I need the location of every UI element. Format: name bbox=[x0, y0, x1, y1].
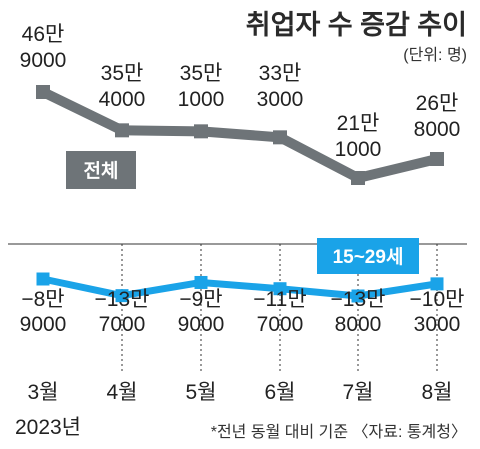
x-tick-label-1: 4월 bbox=[107, 381, 138, 404]
data-label-0-5-0: 26만 bbox=[416, 92, 459, 115]
x-tick-label-5: 8월 bbox=[422, 381, 453, 404]
data-label-1-3-1: 7000 bbox=[257, 313, 304, 336]
data-point-0-1 bbox=[115, 123, 129, 138]
data-label-1-3-0: −11만 bbox=[253, 288, 306, 311]
data-point-1-5 bbox=[430, 277, 444, 291]
series-line-1 bbox=[42, 275, 438, 300]
data-point-1-4 bbox=[351, 289, 365, 303]
data-label-1-5-1: 3000 bbox=[414, 313, 461, 336]
data-label-1-0-1: 9000 bbox=[20, 313, 67, 336]
data-point-0-2 bbox=[194, 124, 208, 139]
legend-total-label: 전체 bbox=[84, 160, 119, 182]
legend-total-tag: 전체 bbox=[66, 151, 136, 189]
data-label-0-3-1: 3000 bbox=[257, 88, 304, 111]
data-point-1-2 bbox=[194, 275, 208, 289]
data-label-0-1-1: 4000 bbox=[99, 88, 146, 111]
data-label-0-0-0: 46만 bbox=[22, 23, 65, 46]
series-youth: −8만9000−13만7000−9만9000−11만7000−13만8000−1… bbox=[20, 272, 465, 336]
series-total: 46만 9000 35만 4000 35만 1000 33만 3000 21만 1000 26만 80… bbox=[20, 23, 461, 185]
data-label-0-5-1: 8000 bbox=[414, 118, 461, 141]
data-label-1-4-0: −13만 bbox=[331, 288, 386, 311]
year-label: 2023년 bbox=[15, 416, 81, 439]
data-point-0-5 bbox=[430, 152, 444, 166]
data-label-0-3-0: 33만 bbox=[259, 62, 302, 85]
data-label-1-4-1: 8000 bbox=[335, 313, 382, 336]
data-point-0-4 bbox=[351, 171, 365, 185]
x-tick-label-0: 3월 bbox=[28, 381, 59, 404]
data-label-1-1-0: −13만 bbox=[95, 288, 150, 311]
data-label-0-2-0: 35만 bbox=[180, 62, 223, 85]
legend-youth-box bbox=[317, 238, 419, 274]
data-label-0-4-0: 21만 bbox=[337, 112, 380, 135]
data-label-0-2-1: 1000 bbox=[178, 88, 225, 111]
footnote: *전년 동월 대비 기준 〈자료: 통계청〉 bbox=[211, 423, 467, 441]
data-label-1-0-0: −8만 bbox=[21, 288, 64, 311]
data-label-1-2-1: 9000 bbox=[178, 313, 225, 336]
data-label-0-0-1: 9000 bbox=[20, 49, 67, 72]
chart-title: 취업자 수 증감 추이 bbox=[246, 10, 467, 40]
data-label-1-1-1: 7000 bbox=[99, 313, 146, 336]
x-axis: 3월 4월 5월 6월 7월 8월 bbox=[28, 381, 453, 404]
series-line-0 bbox=[40, 87, 439, 183]
data-label-0-1-0: 35만 bbox=[101, 62, 144, 85]
unit-label: (단위: 명) bbox=[403, 46, 467, 64]
data-label-0-4-1: 1000 bbox=[335, 138, 382, 161]
data-label-1-5-0: −10만 bbox=[410, 288, 465, 311]
data-point-0-3 bbox=[273, 130, 287, 145]
data-label-1-2-0: −9만 bbox=[179, 288, 222, 311]
x-tick-label-2: 5월 bbox=[186, 381, 217, 404]
legend-youth-label: 15~29세 bbox=[333, 246, 404, 268]
x-tick-label-4: 7월 bbox=[343, 381, 374, 404]
x-tick-label-3: 6월 bbox=[265, 381, 296, 404]
data-point-1-0 bbox=[36, 272, 50, 286]
legend-youth-tag: 15~29세 bbox=[317, 238, 419, 274]
data-point-1-3 bbox=[273, 282, 287, 296]
legend-total-box bbox=[66, 151, 136, 189]
data-point-0-0 bbox=[36, 85, 50, 99]
data-point-1-1 bbox=[115, 289, 129, 303]
